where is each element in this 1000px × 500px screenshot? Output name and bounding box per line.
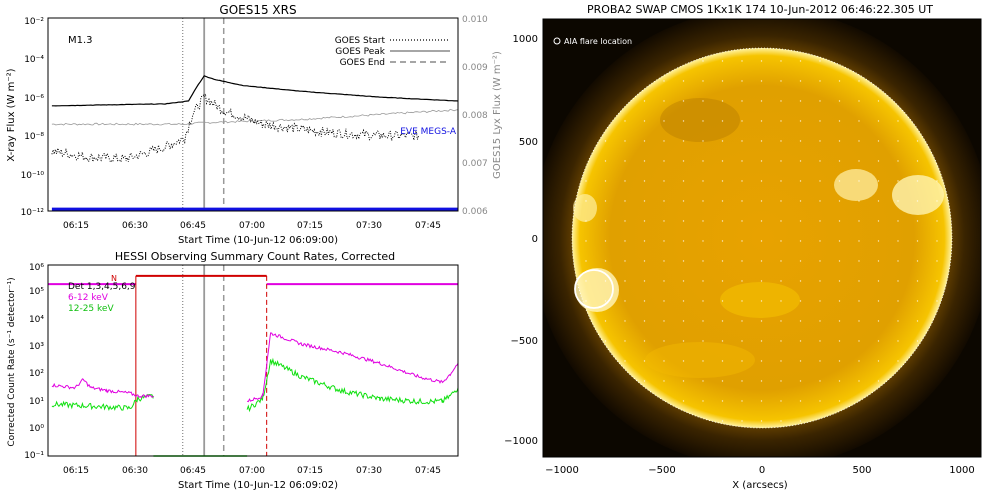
goes-ytick-1: 10⁻² (24, 17, 44, 27)
goes-ytick-right-3: 0.008 (462, 111, 488, 121)
goes-ytick-4: 10⁻⁸ (24, 132, 44, 142)
swap-xtick-1: −1000 (545, 465, 579, 476)
hessi-plot-frame (47, 264, 459, 457)
goes-ytick-right-5: 0.006 (462, 207, 488, 217)
swap-xtick-2: −500 (648, 465, 675, 476)
goes-xtick-4: 07:00 (239, 221, 265, 231)
goes-xtick-6: 07:30 (356, 221, 382, 231)
goes-eve-label: EVE MEGS-A (400, 127, 457, 137)
hessi-legend-det: Det 1,3,4,5,6,9 (68, 282, 136, 292)
swap-xticks: −1000 −500 0 500 1000 (545, 465, 975, 476)
swap-xtick-4: 500 (852, 465, 871, 476)
swap-xtick-5: 1000 (949, 465, 974, 476)
goes-plot-frame (47, 17, 459, 212)
hessi-legend-high: 12-25 keV (68, 304, 114, 314)
goes-marks (51, 18, 459, 211)
swap-limb-outline (571, 47, 953, 429)
goes-long-series (51, 75, 459, 107)
hessi-low-series-b (246, 332, 459, 403)
hessi-ylabel: Corrected Count Rate (s⁻¹ detector⁻¹) (7, 277, 17, 446)
hessi-ytick-top: 10⁶ (29, 263, 44, 273)
hessi-xtick-2: 06:30 (122, 466, 148, 476)
goes-xtick-1: 06:15 (63, 221, 89, 231)
hessi-marks (48, 265, 459, 457)
goes-legend-start: GOES Start (335, 36, 386, 46)
hessi-xtick-6: 07:30 (356, 466, 382, 476)
hessi-yticks: 10⁶ 10⁵ 10⁴ 10³ 10² 10¹ 10⁰ 10⁻¹ (24, 263, 44, 461)
hessi-n-marker: N (111, 274, 117, 283)
goes-xtick-2: 06:30 (122, 221, 148, 231)
hessi-xtick-7: 07:45 (415, 466, 441, 476)
hessi-ytick-1: 10⁵ (29, 287, 44, 297)
hessi-ytick-5: 10¹ (29, 397, 44, 407)
swap-image: AIA flare location (543, 19, 981, 457)
hessi-high-series-b (246, 357, 459, 413)
hessi-ytick-4: 10² (29, 369, 44, 379)
goes-ytick-right-1: 0.010 (462, 15, 488, 25)
goes-ytick-6: 10⁻¹² (21, 208, 45, 218)
swap-xtick-3: 0 (759, 465, 765, 476)
goes-yticks-right: 0.010 0.009 0.008 0.007 0.006 (462, 15, 488, 217)
goes-ytick-2: 10⁻⁴ (24, 55, 44, 65)
swap-ytick-5: −1000 (504, 436, 538, 447)
goes-ytick-3: 10⁻⁶ (24, 94, 44, 104)
swap-ytick-1: 1000 (513, 34, 538, 45)
hessi-xtick-4: 07:00 (239, 466, 265, 476)
goes-yticks-left: 10⁻² 10⁻⁴ 10⁻⁶ 10⁻⁸ 10⁻¹⁰ 10⁻¹² (21, 17, 45, 218)
goes-ylabel-right: GOES15 Lyx Flux (W m⁻²) (492, 51, 503, 179)
hessi-title: HESSI Observing Summary Count Rates, Cor… (115, 250, 395, 263)
hessi-ytick-6: 10⁰ (29, 424, 44, 434)
goes-title: GOES15 XRS (219, 3, 296, 17)
goes-xticks: 06:15 06:30 06:45 07:00 07:15 07:30 07:4… (63, 221, 441, 231)
swap-ytick-4: −500 (511, 336, 538, 347)
goes-ytick-right-4: 0.007 (462, 159, 488, 169)
hessi-ytick-3: 10³ (29, 342, 44, 352)
goes-ytick-right-2: 0.009 (462, 63, 488, 73)
goes-legend-peak: GOES Peak (335, 47, 385, 57)
hessi-low-series-a (51, 378, 154, 399)
goes-ylabel: X-ray Flux (W m⁻²) (6, 68, 17, 161)
swap-frame (542, 18, 982, 458)
flare-legend-label: AIA flare location (564, 37, 632, 46)
goes-xtick-7: 07:45 (415, 221, 441, 231)
hessi-xtick-5: 07:15 (297, 466, 323, 476)
swap-yticks: 1000 500 0 −500 −1000 (504, 34, 538, 447)
swap-grid (572, 48, 952, 428)
hessi-xticks: 06:15 06:30 06:45 07:00 07:15 07:30 07:4… (63, 466, 441, 476)
goes-ytick-5: 10⁻¹⁰ (21, 171, 45, 181)
flare-legend-marker (553, 37, 561, 45)
goes-xtick-3: 06:45 (180, 221, 206, 231)
goes-class-label: M1.3 (68, 35, 93, 46)
goes-legend-end: GOES End (340, 58, 385, 68)
hessi-xtick-3: 06:45 (180, 466, 206, 476)
hessi-ytick-2: 10⁴ (29, 315, 44, 325)
hessi-high-series-a (51, 393, 154, 412)
swap-ytick-2: 500 (519, 137, 538, 148)
swap-xlabel: X (arcsecs) (732, 480, 788, 491)
goes-short-series (51, 92, 420, 164)
flare-location-marker (574, 269, 614, 309)
goes-lyx-series (51, 108, 459, 126)
goes-xlabel: Start Time (10-Jun-12 06:09:00) (178, 235, 338, 246)
swap-ytick-3: 0 (532, 234, 538, 245)
swap-title: PROBA2 SWAP CMOS 1Kx1K 174 10-Jun-2012 0… (587, 3, 933, 16)
goes-xtick-5: 07:15 (297, 221, 323, 231)
hessi-xlabel: Start Time (10-Jun-12 06:09:02) (178, 480, 338, 491)
hessi-legend-low: 6-12 keV (68, 293, 109, 303)
hessi-ytick-7: 10⁻¹ (24, 451, 44, 461)
hessi-xtick-1: 06:15 (63, 466, 89, 476)
